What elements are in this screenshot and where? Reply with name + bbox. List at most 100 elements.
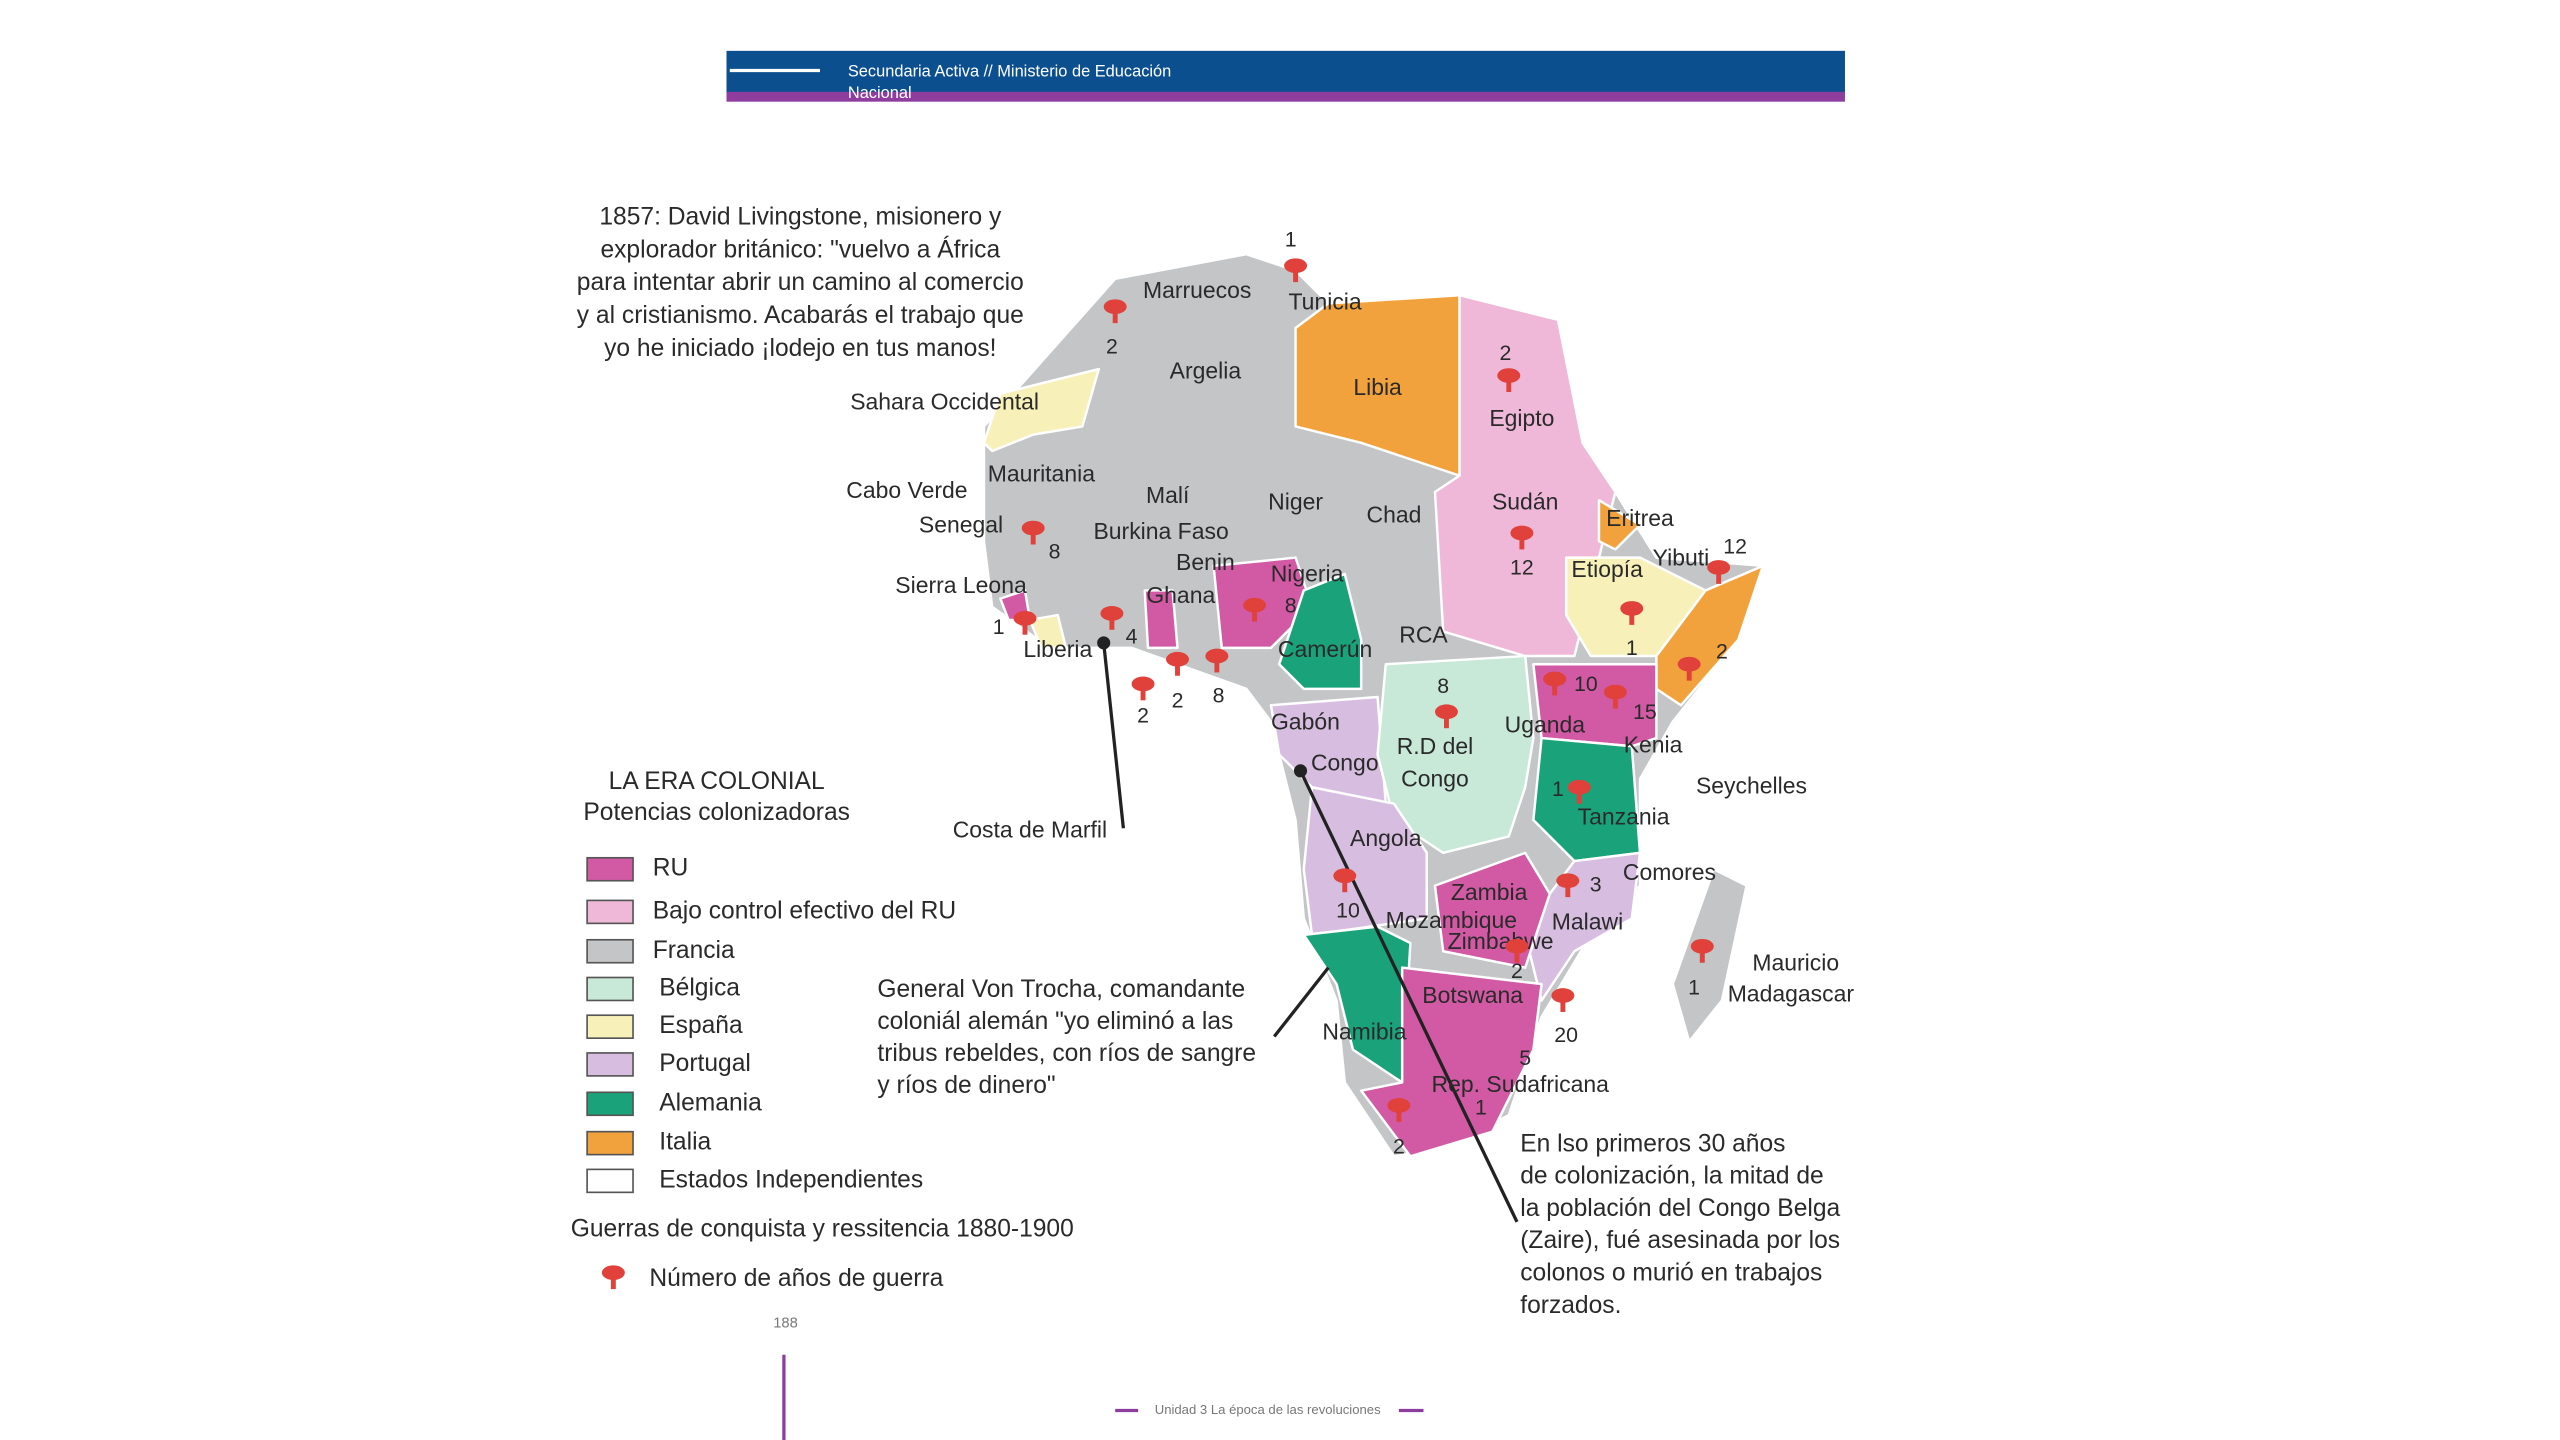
war-marker: [1551, 988, 1575, 1012]
war-marker: [1103, 299, 1127, 324]
legend-label: Estados Independientes: [659, 1166, 923, 1193]
country-label: Congo: [1401, 766, 1469, 792]
country-label: Yibuti: [1653, 544, 1710, 570]
country-label: Costa de Marfil: [953, 817, 1107, 843]
legend-swatch: [586, 899, 634, 925]
war-years: 2: [1511, 959, 1523, 983]
marker-stem: [1396, 1110, 1402, 1122]
country-label: Angola: [1350, 825, 1422, 851]
header-text: Secundaria Activa // Ministerio de Educa…: [848, 62, 1171, 80]
war-marker: [1166, 651, 1189, 676]
war-years: 1: [993, 615, 1005, 639]
country-label: R.D del: [1397, 733, 1474, 759]
legend-swatch: [586, 1052, 634, 1077]
annotation-line: General Von Trocha, comandante: [877, 976, 1245, 1003]
country-label: Chad: [1367, 502, 1422, 528]
country-label: Egipto: [1489, 405, 1554, 431]
marker-stem: [1443, 716, 1449, 729]
marker-stem: [1293, 270, 1299, 283]
legend-title: Potencias colonizadoras: [583, 799, 850, 826]
legend-label: España: [659, 1012, 743, 1039]
quote-line: explorador británico: "vuelvo a África: [600, 236, 1000, 263]
country-label: RCA: [1399, 621, 1448, 647]
legend-swatch: [586, 1168, 634, 1194]
country-label: Madagascar: [1728, 981, 1855, 1007]
country-label: Malawi: [1552, 908, 1623, 934]
war-marker: [1333, 868, 1357, 893]
africa-map: [982, 252, 1765, 1158]
marker-stem: [1699, 951, 1705, 963]
marker-stem: [1175, 664, 1180, 676]
legend-label: RU: [653, 855, 689, 882]
war-years: 2: [1137, 703, 1149, 727]
marker-cap: [1333, 868, 1357, 884]
war-years: 1: [1552, 777, 1564, 801]
country-label: Libia: [1353, 374, 1402, 400]
marker-cap: [1543, 671, 1567, 687]
country-label: Mauritania: [988, 461, 1095, 487]
war-years: 1: [1688, 976, 1700, 1000]
country-label: Argelia: [1170, 357, 1242, 383]
annotation-line: coloniál alemán "yo eliminó a las: [877, 1008, 1233, 1035]
marker-stem: [1112, 311, 1118, 324]
war-years: 15: [1633, 700, 1657, 724]
war-years: 1: [1285, 228, 1297, 252]
marker-stem: [1565, 885, 1571, 898]
annotation-line: forzados.: [1520, 1292, 1621, 1319]
legend-swatch: [586, 938, 634, 964]
quote-line: para intentar abrir un camino al comerci…: [577, 269, 1024, 296]
marker-cap: [1677, 656, 1701, 672]
marker-cap: [1013, 610, 1037, 626]
war-years: 4: [1126, 625, 1138, 649]
header-bar: [726, 50, 1845, 94]
war-marker: [1284, 258, 1308, 283]
country-label: Zimbabwe: [1448, 928, 1554, 954]
marker-stem: [1140, 688, 1146, 701]
country-label: Camerún: [1278, 636, 1372, 662]
war-marker: [1543, 671, 1567, 696]
war-years: 2: [1500, 341, 1512, 365]
war-years: 3: [1590, 872, 1602, 896]
legend-swatch: [586, 1091, 634, 1117]
annotation-line: tribus rebeldes, con ríos de sangre: [877, 1040, 1256, 1067]
header-stripe: [726, 91, 1845, 102]
legend-war-marker: [601, 1265, 625, 1290]
quote-line: y al cristianismo. Acabarás el trabajo q…: [577, 302, 1024, 329]
annotation-line: de colonización, la mitad de: [1520, 1163, 1824, 1190]
war-marker: [1131, 676, 1155, 701]
country-label: Sahara Occidental: [850, 389, 1039, 415]
legend-swatch: [586, 1014, 634, 1039]
war-marker: [1021, 520, 1045, 545]
marker-cap: [1510, 525, 1534, 541]
country-label: Zambia: [1451, 879, 1528, 905]
war-marker: [1243, 597, 1267, 622]
footer-unit: Unidad 3 La época de las revoluciones: [1155, 1402, 1381, 1417]
war-years: 2: [1716, 639, 1728, 663]
marker-cap: [1707, 560, 1731, 575]
country-label: Sudán: [1492, 489, 1558, 515]
marker-cap: [1103, 299, 1127, 315]
marker-cap: [1690, 938, 1714, 954]
country-label: Mauricio: [1752, 949, 1839, 975]
country-label: Botswana: [1422, 982, 1523, 1008]
annotation-line: colonos o murió en trabajos: [1520, 1260, 1822, 1287]
war-marker: [1556, 873, 1580, 898]
pointer-lines: [1097, 636, 1519, 1223]
legend-title: LA ERA COLONIAL: [609, 768, 825, 795]
marker-stem: [1514, 951, 1520, 963]
war-marker: [1677, 656, 1701, 681]
marker-cap: [601, 1265, 625, 1281]
war-years: 12: [1723, 534, 1747, 558]
marker-stem: [1109, 618, 1115, 630]
legend-swatch: [586, 1130, 634, 1156]
marker-stem: [1214, 660, 1220, 673]
country-label: Senegal: [919, 512, 1003, 538]
quote-line: yo he iniciado ¡lodejo en tus manos!: [604, 335, 996, 362]
marker-cap: [1505, 938, 1529, 954]
marker-cap: [1556, 873, 1580, 889]
war-years: 12: [1510, 556, 1534, 580]
war-years: 10: [1336, 899, 1360, 923]
marker-cap: [1205, 648, 1229, 664]
marker-stem: [1716, 572, 1722, 584]
legend-label: Francia: [653, 937, 735, 964]
